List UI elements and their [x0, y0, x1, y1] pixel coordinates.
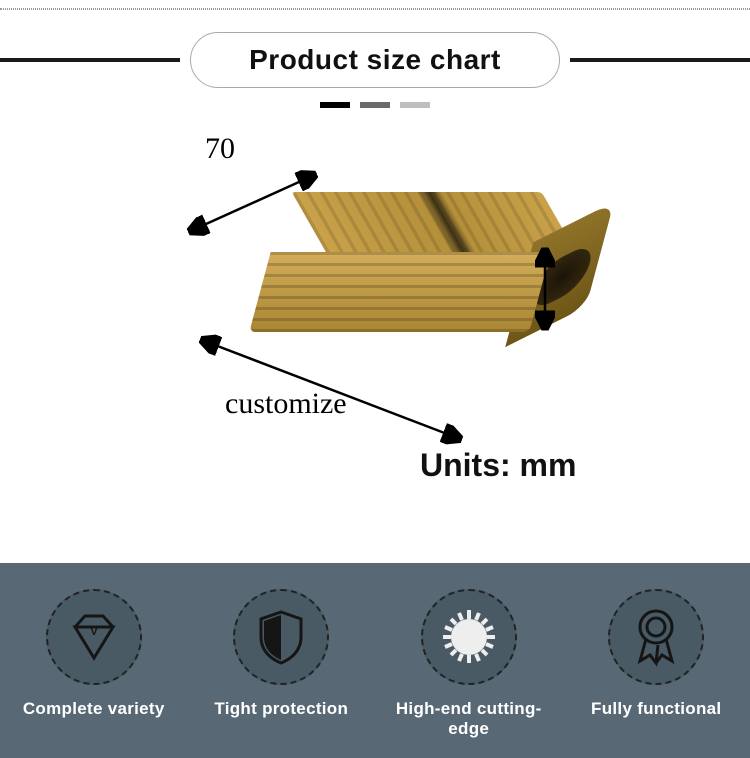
arrow-height	[533, 247, 558, 332]
top-dotted-rule	[0, 8, 750, 10]
ribbon-badge-icon	[608, 589, 704, 685]
page-title: Product size chart	[190, 32, 560, 88]
feature-label: Tight protection	[196, 699, 366, 719]
rule-right	[570, 58, 750, 62]
diamond-v-icon: V	[46, 589, 142, 685]
arrow-width	[185, 167, 325, 242]
svg-text:V: V	[90, 626, 98, 638]
feature-fully-functional: Fully functional	[571, 589, 741, 719]
gear-sun-icon	[421, 589, 517, 685]
size-diagram: 70 27 customize Units: mm	[0, 132, 750, 502]
title-underline	[320, 102, 430, 108]
underline-bar-3	[400, 102, 430, 108]
title-row: Product size chart	[0, 32, 750, 92]
feature-complete-variety: V Complete variety	[9, 589, 179, 719]
feature-label: Fully functional	[571, 699, 741, 719]
underline-bar-1	[320, 102, 350, 108]
feature-high-end: High-end cutting-edge	[384, 589, 554, 739]
feature-tight-protection: Tight protection	[196, 589, 366, 719]
arrow-length	[195, 332, 475, 452]
underline-bar-2	[360, 102, 390, 108]
feature-label: High-end cutting-edge	[384, 699, 554, 739]
rule-left	[0, 58, 180, 62]
dim-width-label: 70	[205, 132, 235, 166]
feature-label: Complete variety	[9, 699, 179, 719]
features-band: V Complete variety Tight protection	[0, 563, 750, 758]
units-label: Units: mm	[420, 447, 576, 484]
shield-icon	[233, 589, 329, 685]
